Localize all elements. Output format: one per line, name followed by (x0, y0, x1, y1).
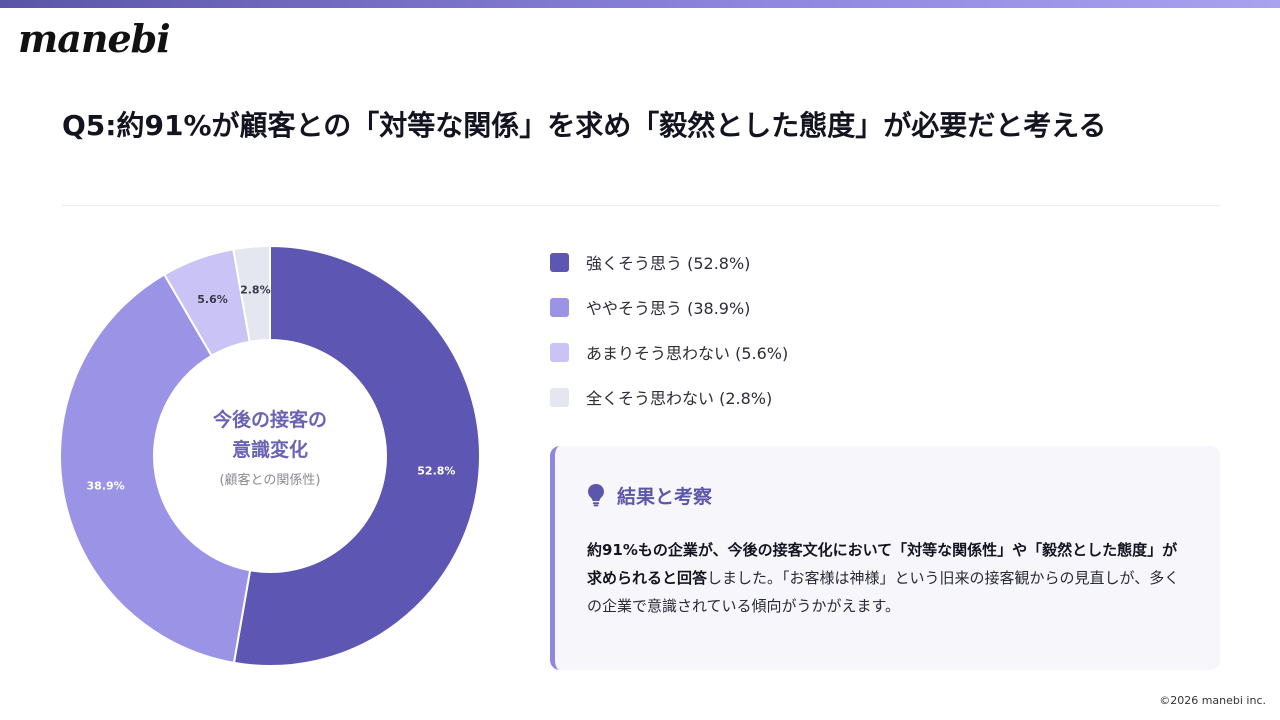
divider (62, 205, 1220, 206)
donut-slice (60, 273, 252, 665)
slice-data-label: 52.8% (417, 464, 455, 477)
donut-chart-svg: 52.8% 38.9% 5.6% 2.8% (60, 246, 480, 666)
manebi-logo: manebi (18, 16, 171, 61)
page-title: Q5:約91%が顧客との「対等な関係」を求め「毅然とした態度」が必要だと考える (62, 109, 1107, 142)
donut-slice (232, 246, 271, 343)
insight-header: 結果と考察 (587, 480, 1180, 510)
chart-center-title-line: 意識変化 (231, 439, 308, 461)
legend-swatch (550, 252, 569, 272)
legend-swatch (550, 387, 569, 407)
legend-label: 全くそう思わない (2.8%) (586, 389, 773, 408)
chart-center-subtitle: (顧客との関係性) (219, 473, 321, 488)
insight-body: 約91%もの企業が、今後の接客文化において「対等な関係性」や「毅然とした態度」が… (587, 536, 1180, 620)
donut-slice (232, 246, 480, 666)
lightbulb-icon (588, 484, 604, 507)
legend-label: ややそう思う (38.9%) (586, 299, 751, 318)
legend-item: ややそう思う (38.9%) (550, 295, 788, 319)
legend-item: あまりそう思わない (5.6%) (550, 340, 788, 364)
legend-swatch (550, 342, 569, 362)
legend-item: 全くそう思わない (2.8%) (550, 385, 788, 409)
legend-label: あまりそう思わない (5.6%) (586, 344, 789, 363)
legend-swatch (550, 297, 569, 317)
chart-center-title-line: 今後の接客の (212, 409, 327, 431)
chart-center-title: 今後の接客の 意識変化 (155, 405, 385, 465)
insight-body-bold: 約91%もの企業が、今後の接客文化において「対等な関係性」や「毅然とした態度」が… (587, 541, 1178, 587)
top-accent-bar (0, 0, 1280, 8)
legend-item: 強くそう思う (52.8%) (550, 250, 788, 274)
legend-label: 強くそう思う (52.8%) (586, 254, 751, 273)
slice-data-label: 2.8% (240, 284, 271, 297)
slice-data-label: 5.6% (197, 293, 228, 306)
insight-body-text: しました。「お客様は神様」という旧来の接客観からの見直しが、多くの企業で意識され… (587, 569, 1180, 615)
slice-data-label: 38.9% (87, 479, 125, 492)
chart-legend: 強くそう思う (52.8%) ややそう思う (38.9%) あまりそう思わない (5… (550, 250, 788, 430)
chart-center-label: 今後の接客の 意識変化 (顧客との関係性) (155, 405, 385, 488)
insight-card: 結果と考察 約91%もの企業が、今後の接客文化において「対等な関係性」や「毅然と… (550, 446, 1220, 670)
copyright: ©2026 manebi inc. (1159, 694, 1266, 707)
insight-title: 結果と考察 (617, 485, 713, 508)
donut-chart: 52.8% 38.9% 5.6% 2.8% (60, 246, 480, 666)
